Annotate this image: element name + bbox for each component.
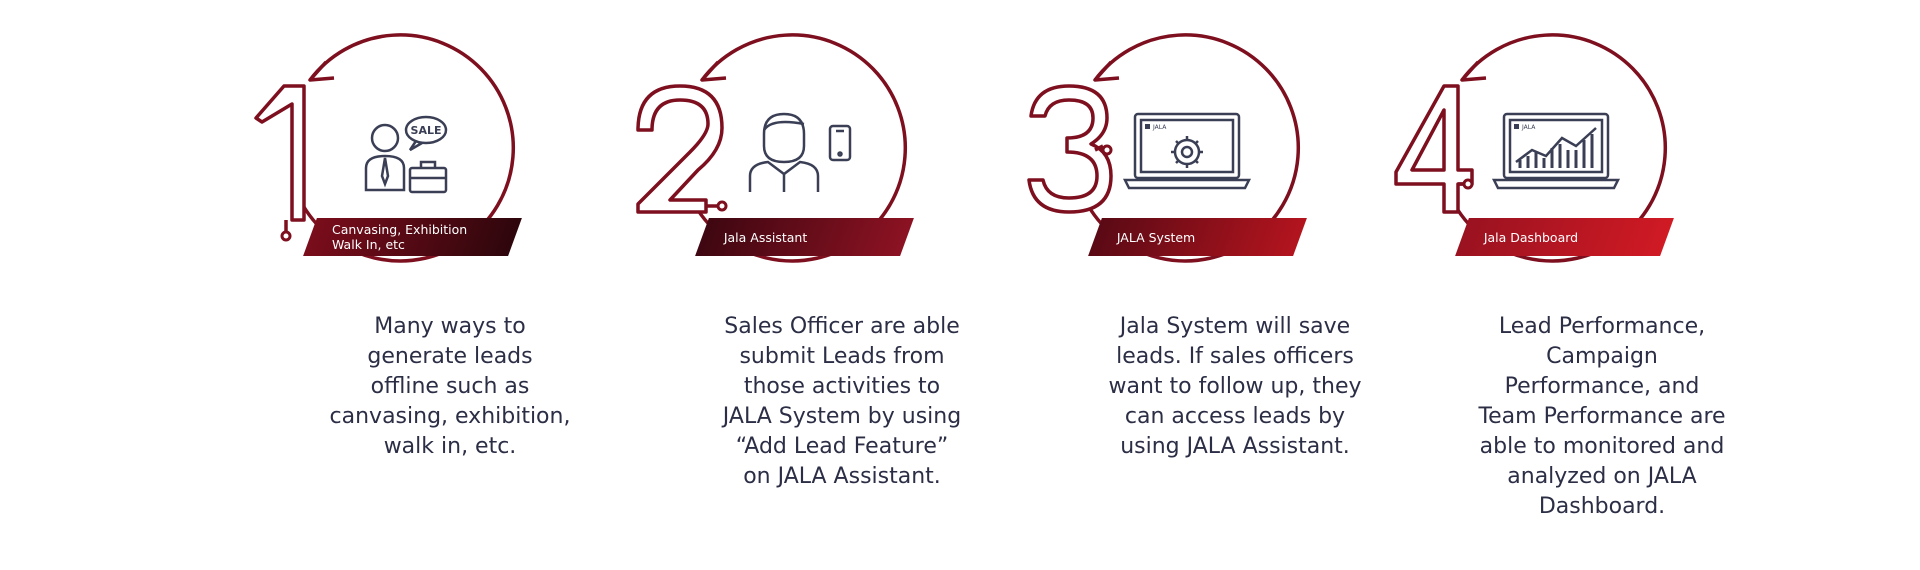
number-3-outline xyxy=(1027,84,1113,214)
step-2-tag-label: Jala Assistant xyxy=(724,229,808,245)
step-3-graphic: JALA xyxy=(1027,33,1301,263)
laptop-logo-text: JALA xyxy=(1152,124,1167,131)
step-4-tag: Jala Dashboard xyxy=(1455,218,1674,256)
arrowhead-icon xyxy=(1460,60,1487,82)
cycle-arrow-icon xyxy=(1083,33,1301,263)
salesman-with-briefcase-icon: SALE xyxy=(364,115,448,194)
step-3-tag-label: JALA System xyxy=(1117,229,1196,245)
number-1-outline xyxy=(254,84,306,222)
step-1-graphic: SALE xyxy=(254,33,516,263)
sale-bubble-text: SALE xyxy=(411,124,442,137)
number-4-outline xyxy=(1394,84,1474,214)
laptop-gear-icon: JALA xyxy=(1122,112,1252,190)
step-3-description: Jala System will save leads. If sales of… xyxy=(1108,314,1362,459)
step-1: SALE Canvasing, Exhibition Walk In, etc … xyxy=(240,0,680,570)
number-2-outline xyxy=(636,84,724,214)
step-3-tag: JALA System xyxy=(1088,218,1307,256)
step-2: Jala Assistant Sales Officer are able su… xyxy=(632,0,1072,570)
officer-with-phone-icon xyxy=(748,112,852,192)
step-2-description: Sales Officer are able submit Leads from… xyxy=(722,314,962,489)
cycle-arrow-icon xyxy=(690,33,908,263)
step-2-graphic xyxy=(636,33,908,263)
laptop-chart-icon: JALA xyxy=(1491,112,1621,190)
cycle-arrow-icon xyxy=(298,33,516,263)
arrowhead-icon xyxy=(700,60,727,82)
step-4-graphic: JALA xyxy=(1394,33,1668,263)
step-4-tag-label: Jala Dashboard xyxy=(1484,229,1579,245)
step-1-tag: Canvasing, Exhibition Walk In, etc xyxy=(303,218,522,256)
step-3: JALA JALA System Jala System will save l… xyxy=(1025,0,1465,570)
step-2-tag: Jala Assistant xyxy=(695,218,914,256)
step-1-tag-label: Canvasing, Exhibition Walk In, etc xyxy=(332,222,468,252)
arrowhead-icon xyxy=(1093,60,1120,82)
cycle-arrow-icon xyxy=(1450,33,1668,263)
step-4: JALA Jala Dashboard Lead Performance, Ca… xyxy=(1392,0,1832,570)
step-4-description: Lead Performance, Campaign Performance, … xyxy=(1478,314,1726,519)
laptop-logo-text: JALA xyxy=(1521,124,1536,131)
arrowhead-icon xyxy=(308,60,335,82)
step-1-description: Many ways to generate leads offline such… xyxy=(329,314,571,459)
